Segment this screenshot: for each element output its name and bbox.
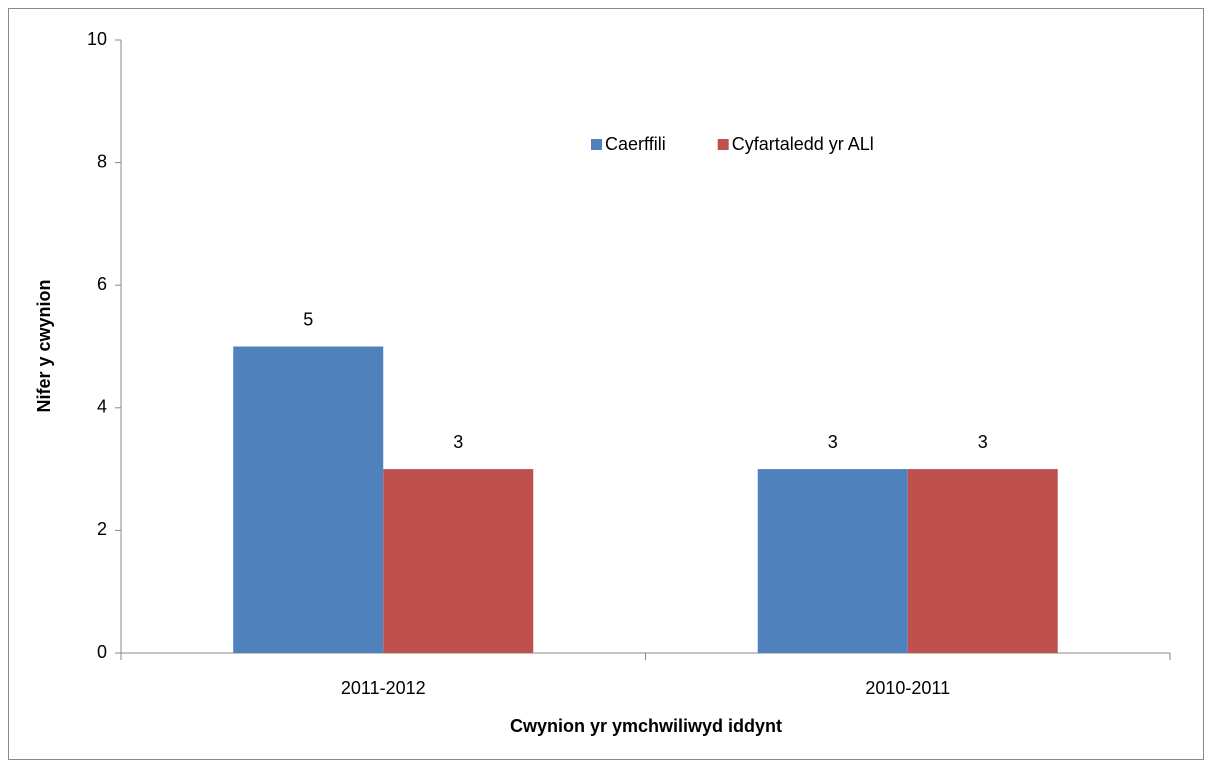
- legend-label: Caerffili: [605, 134, 666, 154]
- bar: [233, 346, 384, 653]
- legend-label: Cyfartaledd yr ALl: [732, 134, 874, 154]
- y-tick-label: 8: [97, 151, 107, 171]
- data-label: 3: [453, 432, 463, 452]
- bar: [383, 469, 534, 653]
- x-axis-title: Cwynion yr ymchwiliwyd iddynt: [510, 716, 782, 736]
- y-tick-label: 0: [97, 642, 107, 662]
- legend-swatch: [717, 139, 729, 150]
- data-label: 3: [978, 432, 988, 452]
- x-tick-label: 2010-2011: [865, 678, 950, 698]
- data-label: 5: [303, 309, 313, 329]
- bar: [907, 469, 1058, 653]
- data-label: 3: [828, 432, 838, 452]
- y-tick-label: 4: [97, 397, 107, 417]
- legend-swatch: [591, 139, 602, 150]
- y-tick-label: 2: [97, 519, 107, 539]
- y-tick-label: 10: [87, 29, 107, 49]
- x-tick-label: 2011-2012: [341, 678, 426, 698]
- y-tick-label: 6: [97, 274, 107, 294]
- bar: [757, 469, 908, 653]
- y-axis-title: Nifer y cwynion: [34, 279, 54, 412]
